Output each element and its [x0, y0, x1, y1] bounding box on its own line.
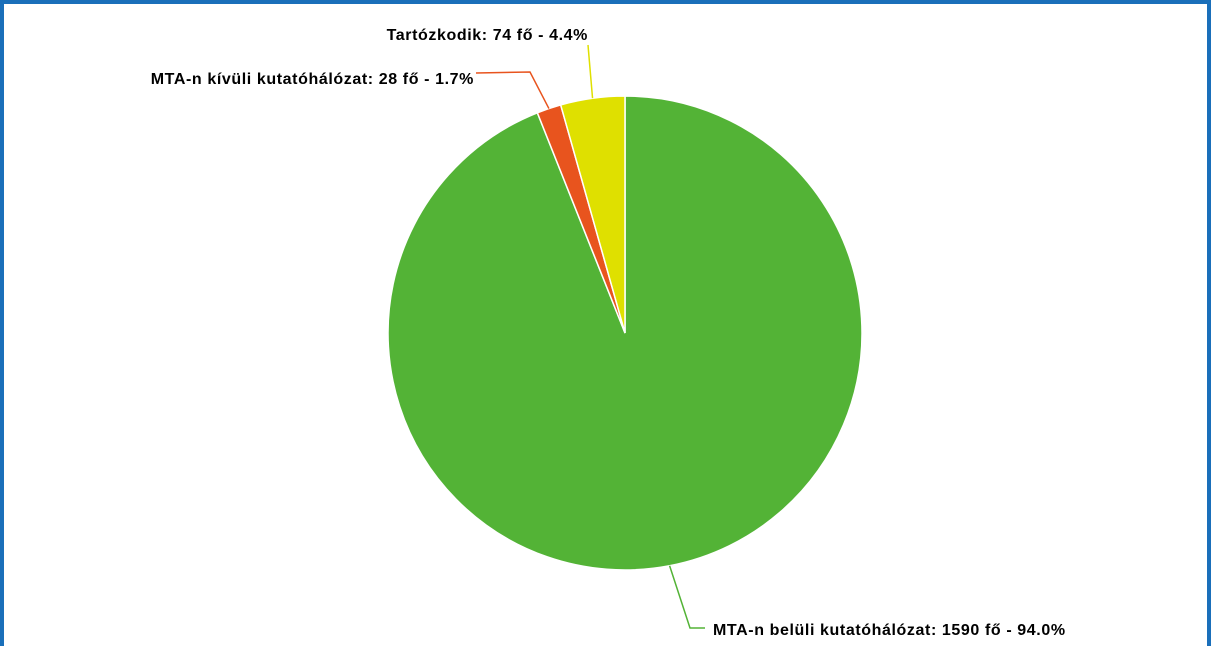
- leader-line: [587, 44, 594, 99]
- leader-line: [475, 71, 550, 109]
- leader-line: [668, 565, 705, 629]
- slice-label: MTA-n belüli kutatóhálózat: 1590 fő - 94…: [713, 622, 1066, 639]
- slice-label: MTA-n kívüli kutatóhálózat: 28 fő - 1.7%: [151, 71, 474, 88]
- slice-label: Tartózkodik: 74 fő - 4.4%: [387, 27, 588, 44]
